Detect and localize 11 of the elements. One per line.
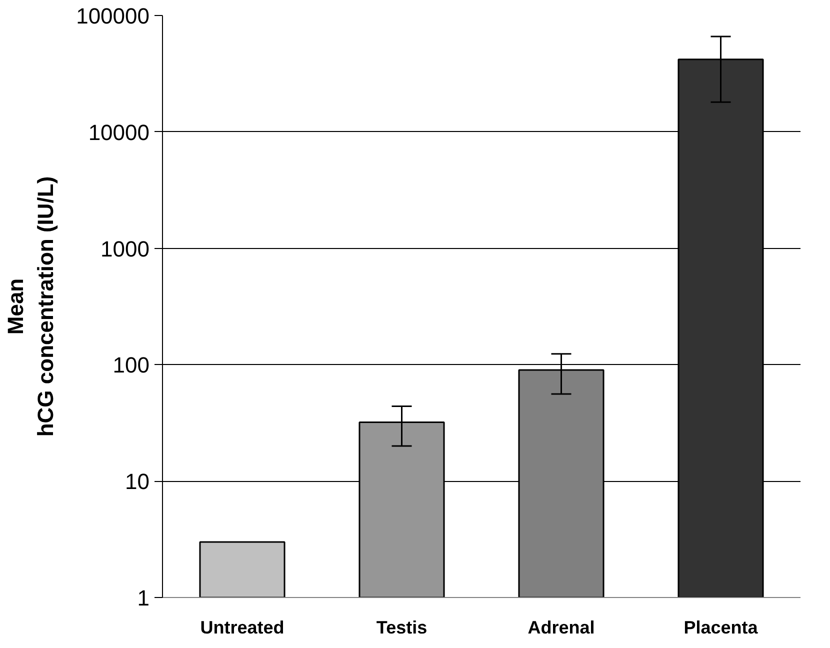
y-tick-label: 100 bbox=[112, 352, 150, 378]
y-tick-label: 10000 bbox=[88, 120, 150, 145]
y-tick-label: 10 bbox=[125, 469, 150, 494]
y-tick-label: 100000 bbox=[76, 4, 150, 28]
y-tick-label: 1 bbox=[137, 586, 150, 610]
x-tick-label: Untreated bbox=[200, 618, 284, 638]
y-axis-title: Mean hCG concentration (IU/L) bbox=[3, 176, 58, 437]
x-tick-label: Placenta bbox=[684, 618, 759, 638]
x-tick-label: Testis bbox=[376, 618, 428, 638]
x-tick-label: Adrenal bbox=[528, 618, 595, 638]
y-tick-label: 1000 bbox=[100, 236, 150, 262]
